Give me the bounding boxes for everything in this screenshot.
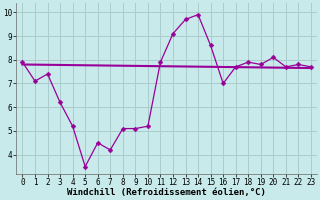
X-axis label: Windchill (Refroidissement éolien,°C): Windchill (Refroidissement éolien,°C) (67, 188, 266, 197)
